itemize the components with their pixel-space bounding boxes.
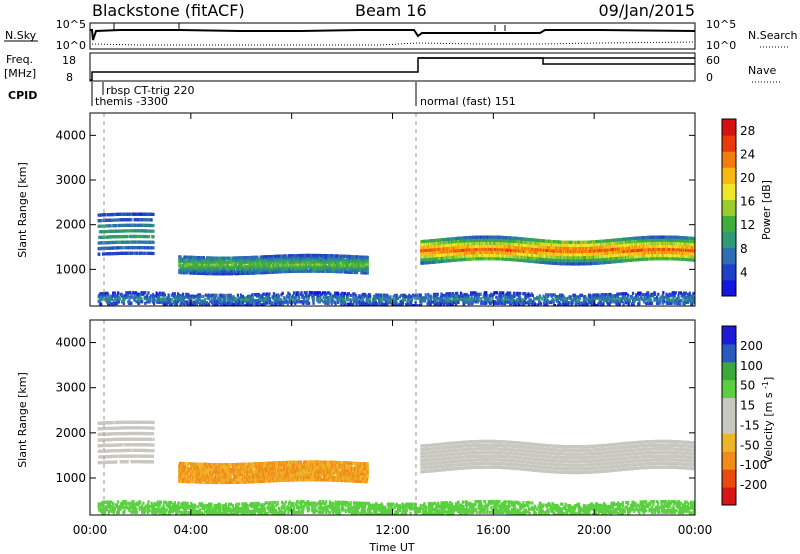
echo-cell xyxy=(117,251,120,256)
cpid-entry-rbsp: rbsp CT-trig 220 xyxy=(106,84,194,97)
echo-cell xyxy=(116,229,119,233)
echo-cell xyxy=(119,229,122,233)
echo-cell xyxy=(100,218,103,223)
echo-cell xyxy=(152,229,155,233)
echo-cell xyxy=(137,240,141,244)
echo-cell xyxy=(152,240,155,244)
echo-cell xyxy=(142,234,146,239)
echo-cell xyxy=(115,223,118,228)
echo-cell xyxy=(150,251,153,256)
echo-cell xyxy=(147,235,151,239)
nave-tick-top: 60 xyxy=(706,54,720,67)
freq-unit: [MHz] xyxy=(4,67,36,80)
station-title: Blackstone (fitACF) xyxy=(92,1,245,20)
echo-cell xyxy=(104,213,107,217)
echo-cell xyxy=(109,246,112,250)
nave-trace xyxy=(418,57,695,65)
nsearch-trace xyxy=(91,41,696,46)
echo-cell xyxy=(117,240,120,244)
nsky-tick-top: 10^5 xyxy=(56,18,86,31)
cpid-label: CPID xyxy=(8,89,37,102)
echo-cell xyxy=(122,251,125,255)
nave-label: Nave xyxy=(748,64,776,77)
echo-cell xyxy=(113,218,116,222)
echo-cell xyxy=(152,223,155,228)
echo-cell xyxy=(109,224,112,228)
echo-cell xyxy=(104,252,107,256)
echo-cell xyxy=(125,234,129,239)
echo-cell xyxy=(117,246,120,250)
echo-cell xyxy=(117,235,120,239)
echo-cell xyxy=(134,223,137,227)
echo-cell xyxy=(135,234,138,239)
echo-cell xyxy=(98,252,101,256)
echo-cell xyxy=(99,224,102,228)
echo-cell xyxy=(141,251,144,255)
echo-cell xyxy=(152,212,155,217)
nave-tick-bottom: 0 xyxy=(706,71,713,84)
echo-cell xyxy=(143,251,146,255)
nsky-trace xyxy=(90,29,696,41)
nsky-label: N.Sky xyxy=(5,29,37,42)
date-title: 09/Jan/2015 xyxy=(598,1,695,20)
power-panel-background xyxy=(90,113,695,306)
echo-cell xyxy=(118,223,122,228)
echo-cell xyxy=(124,246,127,250)
echo-cell xyxy=(150,218,153,222)
power-echo-layer xyxy=(97,212,695,306)
nsearch-tick-top: 10^5 xyxy=(706,18,736,31)
cpid-row: CPID rbsp CT-trig 220 themis -3300 norma… xyxy=(8,82,516,108)
echo-cell xyxy=(128,229,131,233)
echo-cell xyxy=(136,251,139,255)
echo-cell xyxy=(244,265,247,269)
echo-cell xyxy=(128,246,131,250)
nsearch-tick-bottom: 10^0 xyxy=(706,39,736,52)
nsky-panel: N.Sky 10^5 10^0 10^5 10^0 N.Search xyxy=(4,18,798,52)
echo-cell xyxy=(101,224,104,228)
freq-trace xyxy=(90,57,695,81)
echo-cell xyxy=(152,235,155,239)
echo-cell xyxy=(147,246,150,250)
echo-cell xyxy=(152,246,155,250)
freq-tick-bottom: 8 xyxy=(66,71,73,84)
echo-cell xyxy=(152,251,155,256)
echo-cell xyxy=(112,240,115,245)
cpid-entry-themis: themis -3300 xyxy=(95,95,168,108)
cpid-entry-normal: normal (fast) 151 xyxy=(420,95,516,108)
nsky-panel-frame xyxy=(89,22,696,50)
nsearch-label: N.Search xyxy=(748,29,798,42)
echo-cell xyxy=(107,224,110,228)
freq-label: Freq. xyxy=(6,53,33,66)
freq-panel: Freq. [MHz] 18 8 60 0 Nave xyxy=(4,52,780,84)
echo-cell xyxy=(121,246,124,250)
echo-cell xyxy=(146,234,149,239)
echo-cell xyxy=(104,235,107,239)
nsky-tick-bottom: 10^0 xyxy=(56,39,86,52)
echo-cell xyxy=(131,251,134,255)
echo-cell xyxy=(139,234,142,239)
freq-panel-frame xyxy=(89,52,696,82)
beam-title: Beam 16 xyxy=(355,1,427,20)
echo-cell xyxy=(120,212,124,216)
freq-tick-top: 18 xyxy=(62,54,76,67)
echo-cell xyxy=(130,218,133,222)
